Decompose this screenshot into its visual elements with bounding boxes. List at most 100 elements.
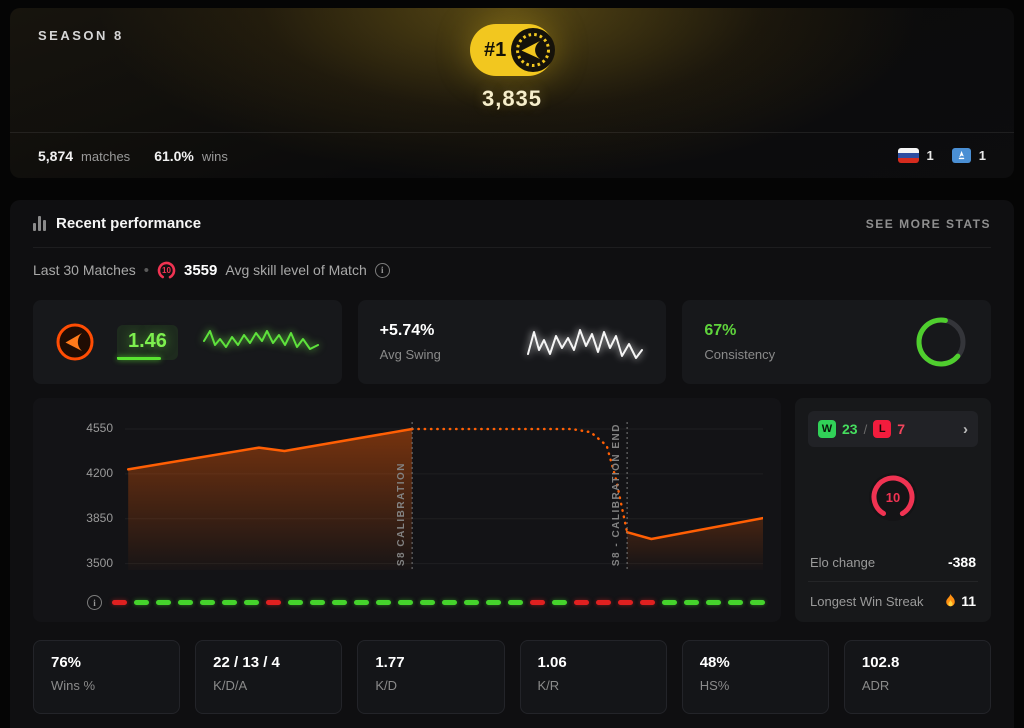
match-result-dash-loss xyxy=(574,600,589,605)
russia-flag-icon xyxy=(897,148,919,163)
match-result-dash-loss xyxy=(266,600,281,605)
last-30-matches-label: Last 30 Matches xyxy=(33,262,136,278)
win-streak-row: Longest Win Streak 11 xyxy=(808,581,978,620)
win-loss-strip[interactable]: W 23 / L 7 › xyxy=(808,411,978,447)
avg-skill-value: 3559 xyxy=(184,261,218,279)
elo-chart-plot: S8 CALIBRATION S8 - CALIBRATION END xyxy=(125,420,763,570)
challenger-medal-icon xyxy=(510,27,556,73)
rank-pill: #1 xyxy=(470,24,556,76)
match-result-dash-win xyxy=(178,600,193,605)
match-result-dash-win xyxy=(200,600,215,605)
avg-swing-card: +5.74% Avg Swing xyxy=(357,300,667,384)
avg-swing-text: +5.74% Avg Swing xyxy=(380,322,441,362)
season-footer: 5,874 matches 61.0% wins 1 1 xyxy=(10,132,1014,178)
info-icon[interactable]: i xyxy=(87,595,102,610)
stat-value: 48% xyxy=(699,654,730,671)
match-result-dash-win xyxy=(156,600,171,605)
y-axis-tick: 4200 xyxy=(86,465,113,480)
panel-title: Recent performance xyxy=(56,215,202,232)
win-streak-label: Longest Win Streak xyxy=(810,593,924,609)
stat-card: 76% Wins % xyxy=(33,640,181,714)
skill-level-10-icon-large: 10 xyxy=(869,473,917,521)
avg-swing-label: Avg Swing xyxy=(379,347,441,362)
match-result-dash-win xyxy=(244,600,259,605)
season-title: SEASON 8 xyxy=(38,28,124,43)
consistency-label: Consistency xyxy=(704,347,776,362)
recent-performance-panel: Recent performance SEE MORE STATS Last 3… xyxy=(10,200,1014,728)
chevron-right-icon: › xyxy=(963,420,968,438)
stat-card: 48% HS% xyxy=(681,640,829,714)
avg-swing-sparkline xyxy=(527,329,644,359)
elo-change-label: Elo change xyxy=(810,554,876,570)
bottom-stats-row: 76% Wins % 22 / 13 / 4 K/D/A 1.77 K/D 1.06 K/R 4… xyxy=(33,640,992,714)
region-flags: 1 1 xyxy=(897,148,986,163)
rating-card: 1.46 xyxy=(33,300,342,384)
rating-value-box: 1.46 xyxy=(117,324,178,360)
loss-badge: L xyxy=(873,420,892,438)
stat-label: Wins % xyxy=(51,678,96,693)
matches-meta-row: Last 30 Matches • 10 3559 Avg skill leve… xyxy=(33,248,991,292)
match-result-dashes xyxy=(112,600,765,605)
chart-annotation-label: S8 CALIBRATION xyxy=(396,461,408,566)
match-result-dash-win xyxy=(486,600,501,605)
elo-chart-card: 4550 4200 3850 3500 xyxy=(33,398,781,622)
chart-annotation-label: S8 - CALIBRATION END xyxy=(611,422,623,566)
wins-percent: 61.0% xyxy=(154,147,194,164)
match-result-dash-loss xyxy=(530,600,545,605)
rank-value: #1 xyxy=(484,38,507,61)
match-result-dash-loss xyxy=(112,600,127,605)
rating-value: 1.46 xyxy=(128,329,167,352)
consistency-ring xyxy=(913,314,969,370)
match-result-dash-win xyxy=(706,600,721,605)
panel-header: Recent performance SEE MORE STATS xyxy=(33,200,991,248)
elo-chart-row: 4550 4200 3850 3500 xyxy=(33,398,991,622)
see-more-stats-button[interactable]: SEE MORE STATS xyxy=(865,216,991,231)
match-result-dash-win xyxy=(662,600,677,605)
stat-label: K/D/A xyxy=(213,678,248,693)
wins-label: wins xyxy=(201,148,228,164)
y-axis-tick: 4550 xyxy=(86,420,113,435)
win-streak-value: 11 xyxy=(961,593,976,609)
y-axis-tick: 3850 xyxy=(86,510,113,525)
stat-value: 1.77 xyxy=(375,654,405,671)
blue-region-flag-count: 1 xyxy=(978,148,986,163)
match-result-dash-win xyxy=(442,600,457,605)
wins-count: 23 xyxy=(842,421,858,437)
blue-region-flag-icon xyxy=(951,148,971,163)
match-result-dash-loss xyxy=(618,600,633,605)
consistency-card: 67% Consistency xyxy=(682,300,992,384)
stat-card: 22 / 13 / 4 K/D/A xyxy=(195,640,343,714)
match-result-dash-win xyxy=(222,600,237,605)
stat-value: 1.06 xyxy=(537,654,567,671)
stat-value: 102.8 xyxy=(861,654,900,671)
stat-label: HS% xyxy=(699,678,730,693)
bar-chart-icon xyxy=(33,216,46,231)
match-result-dash-win xyxy=(134,600,149,605)
avg-swing-value: +5.74% xyxy=(379,322,435,339)
match-result-dash-win xyxy=(420,600,435,605)
elo-change-row: Elo change -388 xyxy=(808,543,978,581)
match-result-dash-win xyxy=(728,600,743,605)
match-result-dash-win xyxy=(354,600,369,605)
season-elo-value: 3,835 xyxy=(481,86,543,111)
flame-icon xyxy=(946,594,955,607)
match-result-dash-win xyxy=(332,600,347,605)
y-axis-tick: 3500 xyxy=(86,555,113,570)
match-result-dash-win xyxy=(750,600,765,605)
match-result-dash-win xyxy=(464,600,479,605)
stat-label: K/R xyxy=(537,678,560,693)
dot-separator: • xyxy=(143,261,149,279)
matches-label: matches xyxy=(81,148,131,164)
match-result-dash-win xyxy=(508,600,523,605)
elo-change-value: -388 xyxy=(947,554,976,570)
stat-card: 102.8 ADR xyxy=(843,640,992,714)
avg-skill-label: Avg skill level of Match xyxy=(225,262,367,278)
match-result-dash-win xyxy=(684,600,699,605)
win-badge: W xyxy=(818,420,836,438)
match-result-dash-win xyxy=(552,600,567,605)
russia-flag-count: 1 xyxy=(926,148,934,163)
info-icon[interactable]: i xyxy=(374,262,390,278)
match-result-dash-win xyxy=(310,600,325,605)
wl-separator: / xyxy=(863,421,868,437)
rating-underline-bar xyxy=(117,356,161,360)
